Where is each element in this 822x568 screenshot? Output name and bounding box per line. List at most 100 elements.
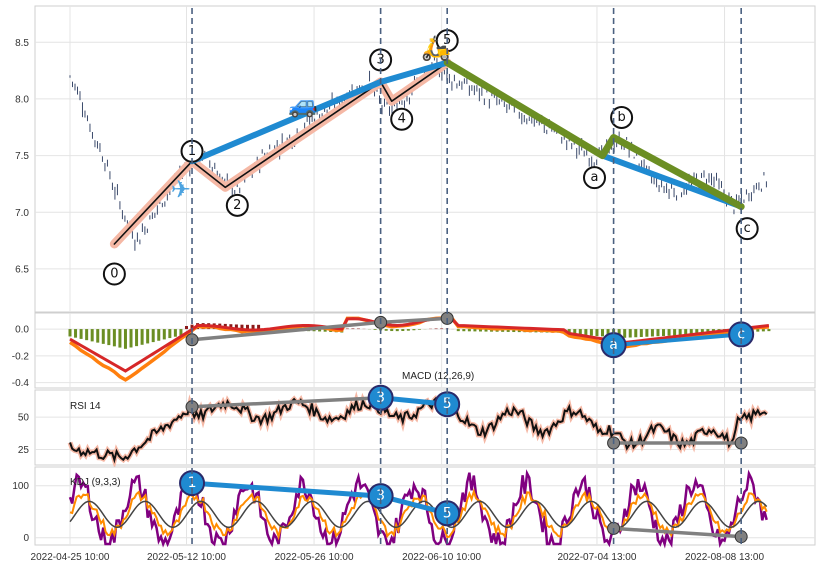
macd-panel-y-tick: -0.2 xyxy=(12,351,30,362)
macd-histogram-bar xyxy=(578,329,582,335)
x-tick-label: 2022-07-04 13:00 xyxy=(557,552,636,563)
macd-histogram-bar xyxy=(639,329,643,337)
macd-histogram-bar xyxy=(74,329,78,338)
macd-histogram-bar xyxy=(229,324,233,330)
price-panel: 6.57.07.58.08.5012345abc✈🚙🛵 xyxy=(15,5,816,313)
macd-histogram-bar xyxy=(90,329,94,342)
macd-bear-divergence xyxy=(613,332,742,348)
macd-histogram-bar xyxy=(140,329,144,345)
macd-histogram-bar xyxy=(384,329,388,331)
wave-label-a: a xyxy=(591,170,599,185)
macd-histogram-bar xyxy=(251,324,255,330)
macd-panel-label: MACD (12,26,9) xyxy=(402,371,474,382)
kdj-panel: 0100135KDJ (9,3,3) xyxy=(12,466,816,549)
macd-histogram-bar xyxy=(118,329,122,348)
x-tick-label: 2022-05-26 10:00 xyxy=(275,552,354,563)
kdj-wave-label-3: 3 xyxy=(376,488,385,504)
macd-histogram-bar xyxy=(589,329,593,336)
macd-histogram-bar xyxy=(695,329,699,335)
rsi-wave-label-3: 3 xyxy=(376,390,385,406)
macd-histogram-bar xyxy=(234,324,238,330)
macd-histogram-bar xyxy=(434,328,438,330)
macd-histogram-bar xyxy=(617,329,621,338)
macd-histogram-bar xyxy=(756,329,760,332)
wave-label-circle xyxy=(610,105,634,129)
macd-histogram-bar xyxy=(573,329,577,335)
macd-histogram-bar xyxy=(501,329,505,332)
macd-panel: 0.0 -0.2 -0.4 a c MACD (12,26,9) xyxy=(12,311,816,389)
macd-histogram-bar xyxy=(190,324,194,330)
rsi-divergence-gray xyxy=(191,396,381,409)
macd-histogram-bar xyxy=(406,329,410,331)
macd-histogram-bar xyxy=(112,329,116,347)
price-panel-frame xyxy=(34,5,816,313)
x-tick-label: 2022-05-12 10:00 xyxy=(147,552,226,563)
macd-histogram-bar xyxy=(506,329,510,332)
macd-histogram-bar xyxy=(628,329,632,338)
x-axis: 2022-04-25 10:00 2022-05-12 10:00 2022-05-… xyxy=(31,552,765,563)
macd-histogram-bar xyxy=(390,329,394,332)
macd-histogram-bar xyxy=(129,329,133,348)
macd-histogram-bar xyxy=(645,329,649,337)
macd-histogram-bar xyxy=(240,324,244,330)
macd-histogram-bar xyxy=(478,329,482,332)
macd-histogram-bar xyxy=(584,329,588,336)
macd-histogram-bar xyxy=(440,328,444,330)
macd-histogram-bar xyxy=(173,329,177,337)
macd-histogram-bar xyxy=(761,329,765,332)
macd-histogram-bar xyxy=(456,329,460,332)
macd-histogram-bar xyxy=(667,329,671,336)
signal-line xyxy=(69,317,770,373)
macd-histogram-bar xyxy=(79,329,83,339)
price-panel-y-tick: 8.0 xyxy=(15,94,29,105)
trend-1-3 xyxy=(189,78,384,165)
macd-histogram-bar xyxy=(168,329,172,339)
macd-histogram-bar xyxy=(162,329,166,340)
macd-histogram-bar xyxy=(689,329,693,335)
correction-wave-line xyxy=(443,59,745,211)
macd-histogram-bar xyxy=(473,329,477,332)
macd-histogram-bar xyxy=(634,329,638,338)
kdj-panel-y-tick: 100 xyxy=(12,481,29,492)
macd-histogram-bar xyxy=(101,329,105,344)
wave-label-circle xyxy=(583,166,606,190)
macd-histogram-bar xyxy=(318,329,322,332)
airplane-icon: ✈ xyxy=(171,176,191,204)
wave-label-circle xyxy=(225,193,249,217)
macd-histogram-bar xyxy=(184,325,188,330)
rsi-panel: 25 50 3 5 RSI 14 xyxy=(18,384,816,470)
rsi-wave-label-5: 5 xyxy=(443,396,452,412)
trend-a-c xyxy=(599,152,745,210)
macd-histogram-bar xyxy=(68,329,72,337)
macd-histogram-bar xyxy=(151,329,155,343)
macd-histogram-bar xyxy=(123,329,127,349)
kdj-panel-y-tick: 0 xyxy=(23,533,29,544)
price-panel-y-tick: 7.5 xyxy=(15,151,29,162)
wave-label-circle xyxy=(390,107,414,131)
macd-wave-label-a: a xyxy=(609,337,618,353)
macd-histogram-bar xyxy=(467,329,471,332)
macd-panel-y-tick: 0.0 xyxy=(15,325,29,336)
wave-label-circle xyxy=(102,262,126,286)
macd-histogram-bar xyxy=(412,329,416,331)
macd-histogram-bar xyxy=(257,324,261,330)
macd-histogram-bar xyxy=(678,329,682,336)
wave-label-0: 0 xyxy=(110,267,118,282)
kdj-panel-label: KDJ (9,3,3) xyxy=(70,477,121,488)
kdj-k-line xyxy=(69,488,768,541)
macd-histogram-bar xyxy=(650,329,654,337)
macd-histogram-bar xyxy=(623,329,627,338)
macd-histogram-bar xyxy=(662,329,666,336)
macd-histogram-bar xyxy=(179,329,183,336)
macd-histogram-bar xyxy=(700,329,704,335)
macd-wave-label-c: c xyxy=(737,326,745,342)
macd-histogram-bar xyxy=(417,329,421,330)
impulse-wave-line xyxy=(113,61,448,245)
rsi-panel-y-tick: 25 xyxy=(18,445,30,456)
macd-histogram-bar xyxy=(107,329,111,346)
macd-histogram-bar xyxy=(601,329,604,337)
macd-histogram-bar xyxy=(395,329,399,332)
macd-histogram-bar xyxy=(595,329,599,336)
trend-3-5 xyxy=(377,59,451,85)
